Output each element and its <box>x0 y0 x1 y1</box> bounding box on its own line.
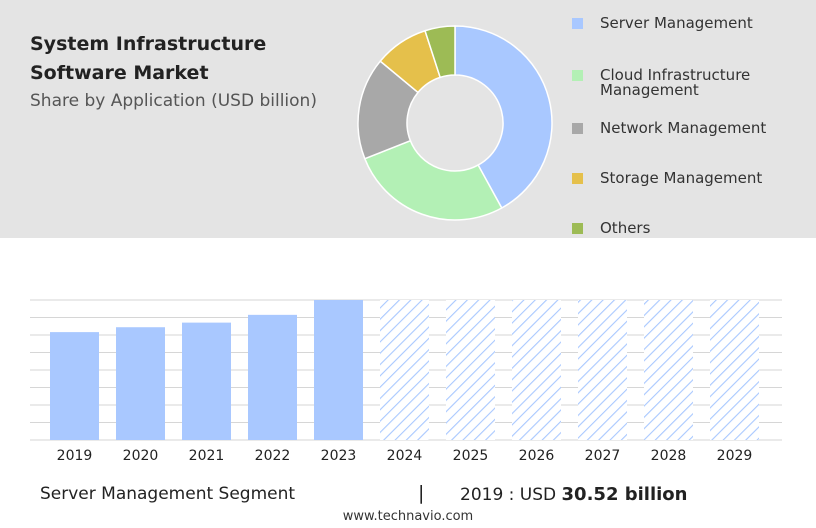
legend-swatch <box>572 173 583 184</box>
donut-slice-server-management[interactable] <box>454 25 553 210</box>
forecast-bar-2028[interactable] <box>644 300 693 440</box>
footer-value: 30.52 billion <box>561 484 688 505</box>
x-tick-label: 2024 <box>387 448 423 464</box>
legend-swatch <box>572 18 583 29</box>
x-tick-label: 2023 <box>321 448 357 464</box>
footer-value-readout: 2019 : USD 30.52 billion <box>460 484 687 505</box>
chart-title: System Infrastructure Software Market <box>30 33 267 84</box>
legend-label: Cloud Infrastructure Management <box>600 66 751 99</box>
bar-2022[interactable] <box>248 314 297 440</box>
x-tick-label: 2026 <box>519 448 555 464</box>
donut-chart <box>357 25 553 221</box>
donut-slice-others[interactable] <box>424 25 456 79</box>
x-tick-label: 2022 <box>255 448 291 464</box>
legend-swatch <box>572 123 583 134</box>
legend-label: Server Management <box>600 14 753 32</box>
chart-subtitle: Share by Application (USD billion) <box>30 91 317 111</box>
forecast-bar-2024[interactable] <box>380 300 429 440</box>
x-tick-label: 2029 <box>717 448 753 464</box>
forecast-bar-2025[interactable] <box>446 300 495 440</box>
donut-slice-cloud-infrastructure-management[interactable] <box>363 139 503 221</box>
x-tick-label: 2025 <box>453 448 489 464</box>
x-tick-label: 2020 <box>123 448 159 464</box>
bar-2019[interactable] <box>50 332 99 440</box>
bar-chart: 2019 2020 2021 2022 2023 2024 2025 2026 2027 2028… <box>30 299 782 464</box>
legend-label: Network Management <box>600 119 767 137</box>
footer-segment: Server Management Segment <box>40 484 296 504</box>
x-tick-label: 2028 <box>651 448 687 464</box>
legend-label: Others <box>600 219 651 237</box>
site-url[interactable]: www.technavio.com <box>342 509 474 524</box>
footer-year-label: 2019 : USD <box>460 485 557 505</box>
legend-label: Storage Management <box>600 169 763 187</box>
footer-separator: | <box>418 482 425 504</box>
bar-2023[interactable] <box>314 300 363 440</box>
x-tick-label: 2027 <box>585 448 621 464</box>
forecast-bar-2029[interactable] <box>710 300 759 440</box>
bar-2021[interactable] <box>182 322 231 440</box>
bar-2020[interactable] <box>116 327 165 440</box>
legend-swatch <box>572 223 583 234</box>
forecast-bar-2027[interactable] <box>578 300 627 440</box>
x-tick-label: 2019 <box>57 448 93 464</box>
forecast-bar-2026[interactable] <box>512 300 561 440</box>
x-tick-label: 2021 <box>189 448 225 464</box>
legend-swatch <box>572 70 583 81</box>
